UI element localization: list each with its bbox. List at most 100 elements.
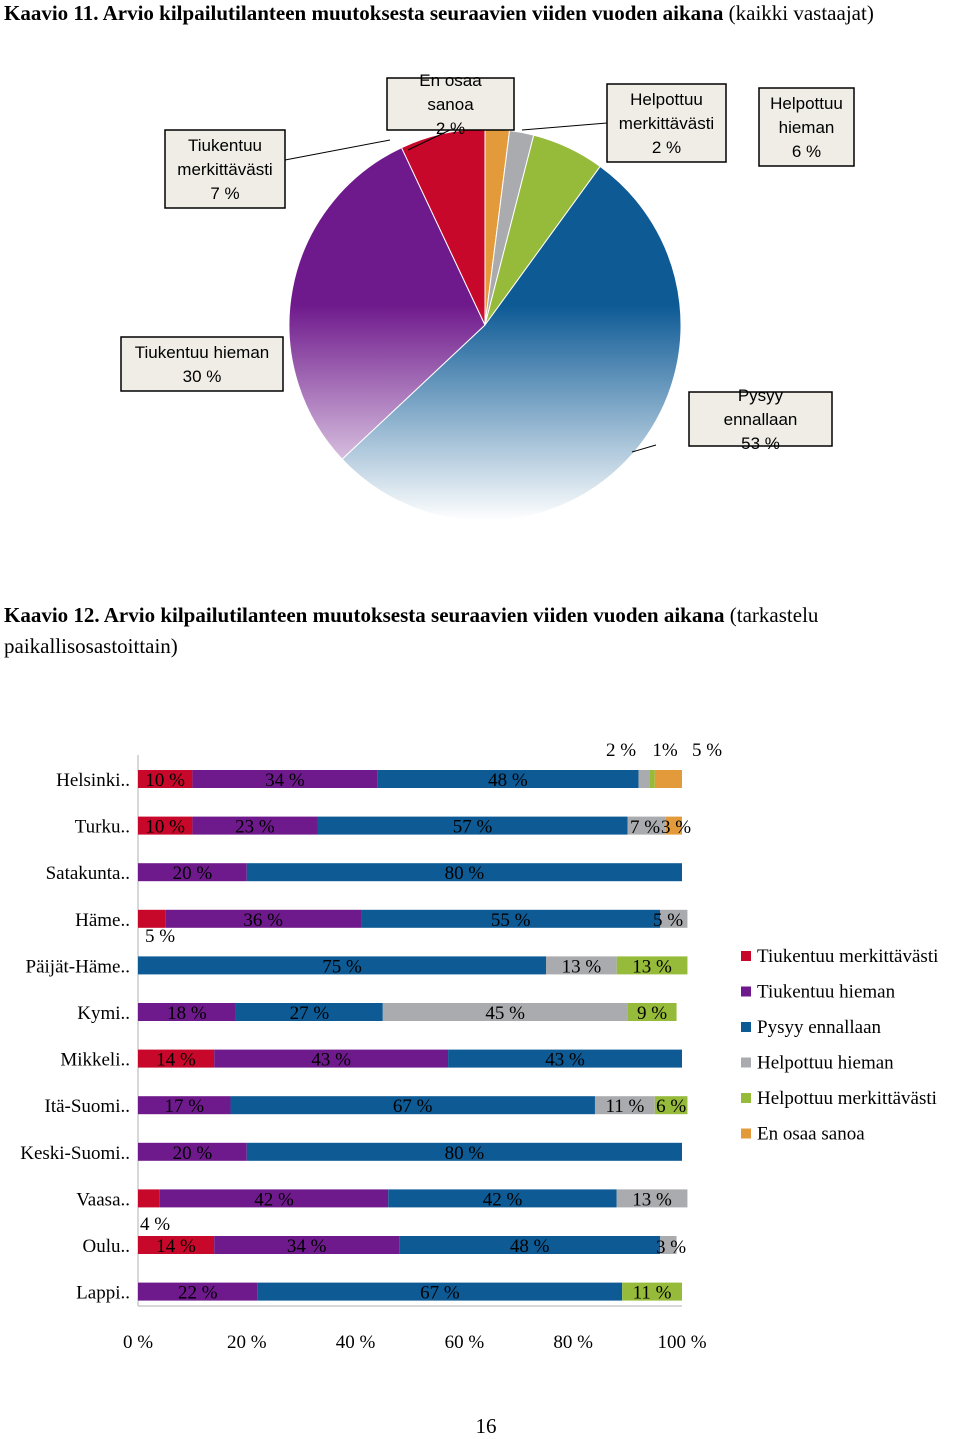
bar-segment-helpottuu-merkitt-v-sti [654, 1096, 688, 1115]
data-label: 22 % [178, 1283, 218, 1304]
bar-segment-en-osaa-sanoa [654, 770, 682, 788]
bar-segment-tiukentuu-hieman [192, 816, 318, 835]
pie-label-value: 2 % [652, 138, 681, 157]
data-label: 43 % [311, 1050, 351, 1071]
x-tick-label: 100 % [657, 1332, 706, 1353]
bar-segment-helpottuu-merkitt-v-sti [622, 1282, 682, 1301]
bar-segment-pysyy-ennallaan [246, 1142, 683, 1161]
bar-segment-tiukentuu-hieman [214, 1236, 400, 1254]
data-label: 75 % [322, 956, 362, 977]
bar-segment-tiukentuu-merkitt-v-sti [138, 909, 166, 928]
x-tick-label: 0 % [123, 1332, 153, 1353]
bar-row-oulu: Oulu.. 14 % 34 % 48 % 3 % [83, 1236, 686, 1258]
bar-segment-tiukentuu-hieman [138, 1096, 231, 1115]
pie-label-en-osaa-sanoa: En osaa sanoa 2 % [386, 71, 515, 138]
legend: Tiukentuu merkittävästi Tiukentuu hieman P… [741, 946, 938, 1145]
data-label: 55 % [491, 910, 531, 931]
data-label: 18 % [167, 1003, 207, 1024]
bar-segment-tiukentuu-hieman [138, 863, 247, 882]
legend-swatch [741, 1093, 751, 1103]
pie-chart-caption: Kaavio 11. Arvio kilpailutilanteen muuto… [4, 0, 956, 29]
category-label: Mikkeli.. [60, 1050, 130, 1071]
bar-segment-helpottuu-merkitt-v-sti [627, 1003, 677, 1021]
bar-segment-en-osaa-sanoa [665, 816, 682, 835]
bar-segment-tiukentuu-merkitt-v-sti [138, 1236, 215, 1254]
pie-label-text: En osaa [419, 71, 482, 90]
bar-segment-pysyy-ennallaan [317, 816, 628, 835]
data-label: 27 % [290, 1003, 330, 1024]
legend-swatch [741, 1022, 751, 1032]
pie-slice-tiukentuu-hieman [288, 146, 486, 460]
bar-segment-pysyy-ennallaan [230, 1096, 595, 1115]
pie-label-value: 53 % [741, 434, 780, 453]
data-label: 67 % [393, 1096, 433, 1117]
data-label: 13 % [562, 956, 602, 977]
bar-row-lappi: Lappi.. 22 % 67 % 11 % [76, 1282, 682, 1304]
pie-label-value: 7 % [210, 184, 239, 203]
pie-label-value: 30 % [183, 367, 222, 386]
legend-swatch [741, 1057, 751, 1068]
x-tick-label: 60 % [445, 1332, 485, 1353]
bar-segment-pysyy-ennallaan [257, 1282, 623, 1301]
data-label: 20 % [173, 863, 213, 884]
data-label: 10 % [145, 817, 185, 838]
legend-entry: Tiukentuu merkittävästi [757, 946, 938, 967]
data-label: 67 % [420, 1283, 460, 1304]
data-label: 23 % [235, 817, 275, 838]
bar-row-satakunta: Satakunta.. 20 % 80 % [46, 863, 683, 884]
bar-segment-pysyy-ennallaan [448, 1049, 682, 1068]
pie-label-text: Tiukentuu hieman [135, 343, 270, 362]
data-label: 13 % [632, 1189, 672, 1210]
data-label: 48 % [488, 770, 528, 791]
legend-swatch [741, 951, 751, 961]
data-label: 36 % [243, 910, 283, 931]
page-number: 16 [475, 1414, 497, 1438]
bar-segment-pysyy-ennallaan [361, 909, 661, 928]
bar-segment-helpottuu-hieman [638, 770, 650, 788]
bar-segment-helpottuu-hieman [546, 956, 617, 975]
bar-segment-pysyy-ennallaan [246, 863, 683, 882]
data-label: 9 % [637, 1003, 667, 1024]
bar-segment-tiukentuu-hieman [192, 770, 378, 788]
category-label: Lappi.. [76, 1283, 130, 1304]
bar-segment-helpottuu-hieman [594, 1096, 655, 1115]
bar-segment-pysyy-ennallaan [377, 770, 639, 788]
data-label: 11 % [633, 1283, 672, 1304]
bar-caption-normal: (tarkastelu paikallisosastoittain) [4, 603, 819, 658]
data-label: 34 % [265, 770, 305, 791]
pie-leader-line [521, 122, 608, 131]
data-label: 5 % [653, 910, 683, 931]
pie-label-text: Helpottuu [770, 94, 843, 113]
data-label: 20 % [173, 1143, 213, 1164]
category-label: Turku.. [75, 817, 130, 838]
legend-entry: Tiukentuu hieman [757, 982, 896, 1003]
category-label: Vaasa.. [76, 1189, 130, 1210]
bar-row-h-me: Häme.. 5 % 36 % 55 % 5 % [75, 909, 688, 947]
category-label: Keski-Suomi.. [20, 1143, 130, 1164]
bar-segment-tiukentuu-hieman [138, 1142, 247, 1161]
bar-row-kymi: Kymi.. 18 % 27 % 45 % 9 % [77, 1003, 677, 1024]
data-label: 14 % [156, 1050, 196, 1071]
pie-label-value: 2 % [436, 119, 465, 138]
data-label: 5 % [692, 740, 722, 761]
data-label: 57 % [453, 817, 493, 838]
pie-leader-line [407, 129, 451, 151]
data-label: 11 % [605, 1096, 644, 1117]
bar-segment-helpottuu-hieman [382, 1003, 628, 1021]
data-label: 34 % [287, 1236, 327, 1257]
bar-segment-helpottuu-merkitt-v-sti [649, 770, 655, 788]
pie-label-value: 6 % [792, 142, 821, 161]
bar-row-mikkeli: Mikkeli.. 14 % 43 % 43 % [60, 1049, 682, 1071]
legend-entry: Helpottuu merkittävästi [757, 1088, 937, 1109]
pie-chart: En osaa sanoa 2 % Helpottuu merkittävästi 2 %… [120, 71, 855, 522]
bar-segment-helpottuu-hieman [627, 816, 666, 835]
category-label: Itä-Suomi.. [45, 1096, 131, 1117]
data-label: 2 % [606, 740, 636, 761]
pie-label-text: hieman [779, 118, 835, 137]
bar-segment-tiukentuu-hieman [214, 1049, 449, 1068]
data-label: 7 % [630, 817, 660, 838]
data-label: 17 % [164, 1096, 204, 1117]
bar-chart-caption: Kaavio 12. Arvio kilpailutilanteen muuto… [4, 600, 956, 662]
data-label: 42 % [483, 1189, 523, 1210]
pie-label-text: Tiukentuu [188, 136, 262, 155]
